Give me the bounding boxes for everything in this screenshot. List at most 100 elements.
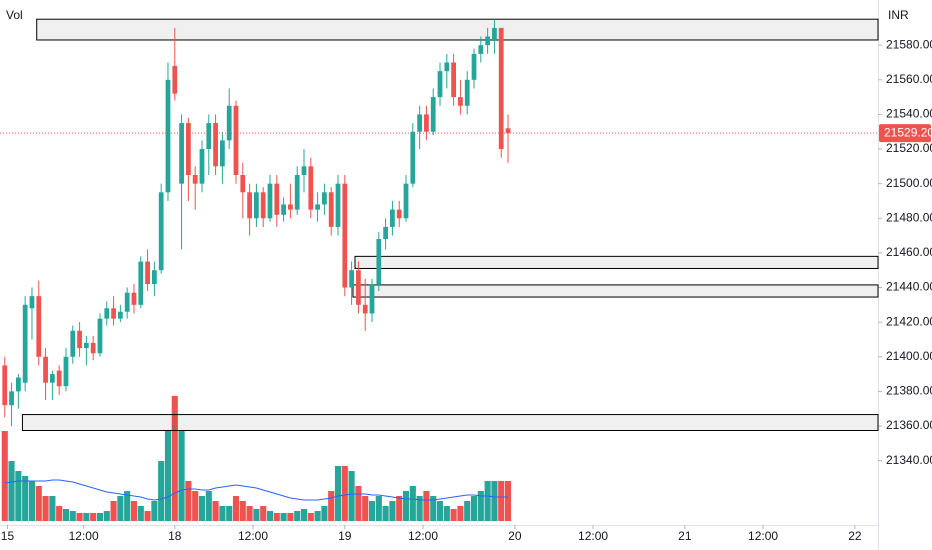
x-tick-label: 18 bbox=[168, 529, 182, 543]
x-tick-label: 12:00 bbox=[408, 529, 438, 543]
volume-bar bbox=[158, 461, 165, 521]
candle-body bbox=[158, 192, 164, 271]
volume-bar bbox=[294, 511, 301, 521]
volume-bar bbox=[341, 466, 348, 521]
candle-body bbox=[315, 204, 320, 210]
volume-bar bbox=[368, 501, 376, 521]
volume-bar bbox=[232, 496, 240, 521]
volume-bar bbox=[205, 491, 212, 521]
volume-bar bbox=[151, 501, 158, 521]
candle-body bbox=[451, 62, 457, 98]
zone bbox=[354, 255, 879, 269]
volume-bar bbox=[443, 506, 450, 521]
candle-body bbox=[247, 192, 252, 219]
candle-body bbox=[301, 166, 307, 175]
candle-body bbox=[165, 79, 171, 193]
y-tick-label: 21480.00 bbox=[886, 210, 932, 224]
volume-bar bbox=[76, 513, 83, 521]
volume-bar bbox=[260, 506, 267, 521]
volume-bar bbox=[90, 513, 97, 521]
candle-body bbox=[369, 284, 375, 314]
candle-body bbox=[294, 175, 300, 210]
candle-body bbox=[444, 62, 450, 72]
volume-bar bbox=[198, 496, 206, 521]
volume-bar bbox=[382, 506, 389, 521]
candle-body bbox=[36, 296, 42, 357]
volume-bar bbox=[484, 481, 491, 521]
y-tick-label: 21500.00 bbox=[886, 176, 932, 190]
candle-body bbox=[138, 261, 144, 305]
candle-body bbox=[505, 128, 511, 134]
volume-bar bbox=[164, 431, 172, 521]
y-tick-label: 21560.00 bbox=[886, 72, 932, 86]
x-tick-label: 12:00 bbox=[238, 529, 268, 543]
candle-body bbox=[145, 261, 150, 285]
x-tick-label: 22 bbox=[848, 529, 862, 543]
last-price-label: 21529.20 bbox=[884, 125, 932, 139]
candle-body bbox=[97, 318, 103, 354]
candle-body bbox=[186, 123, 191, 175]
candle-body bbox=[308, 166, 314, 210]
volume-bar bbox=[130, 501, 138, 521]
candle-body bbox=[226, 105, 232, 141]
volume-bar bbox=[96, 513, 104, 521]
volume-bar bbox=[103, 511, 110, 521]
volume-bar bbox=[8, 461, 15, 521]
zone bbox=[352, 284, 879, 298]
volume-bar bbox=[178, 431, 185, 521]
candle-body bbox=[233, 105, 239, 175]
candle-body bbox=[356, 270, 361, 305]
volume-bar bbox=[362, 496, 369, 521]
candle-body bbox=[206, 123, 212, 150]
candle-body bbox=[471, 53, 477, 80]
volume-bar bbox=[62, 509, 70, 521]
x-tick-label: 12:00 bbox=[69, 529, 99, 543]
candle-body bbox=[199, 149, 205, 184]
volume-bar bbox=[498, 481, 505, 521]
candle-body bbox=[498, 27, 504, 150]
last-price-tag bbox=[879, 124, 931, 143]
volume-bar bbox=[402, 491, 410, 521]
candle-body bbox=[342, 183, 348, 288]
y-tick-label: 21520.00 bbox=[886, 141, 932, 155]
candle-body bbox=[396, 209, 402, 219]
volume-bar bbox=[35, 486, 42, 521]
volume-bar bbox=[423, 491, 430, 521]
candle-body bbox=[281, 204, 286, 215]
currency-label: INR bbox=[888, 8, 909, 22]
candle-body bbox=[70, 330, 76, 357]
volume-bar bbox=[491, 481, 498, 521]
volume-bar bbox=[300, 509, 308, 521]
volume-bar bbox=[389, 501, 396, 521]
volume-ma bbox=[4, 479, 508, 501]
volume-bar bbox=[416, 496, 423, 521]
candle-body bbox=[430, 97, 436, 132]
candle-body bbox=[437, 71, 443, 98]
candle-body bbox=[267, 183, 273, 219]
volume-bar bbox=[287, 513, 294, 521]
volume-bar bbox=[22, 476, 29, 521]
volume-bar bbox=[266, 511, 274, 521]
volume-bar bbox=[185, 481, 192, 521]
candle-body bbox=[485, 36, 491, 46]
volume-bar bbox=[273, 513, 280, 521]
volume-bar bbox=[171, 396, 178, 521]
volume-bar bbox=[226, 506, 233, 521]
volume-bar bbox=[28, 481, 36, 521]
volume-bar bbox=[328, 491, 335, 521]
candle-body bbox=[104, 308, 110, 319]
volume-bar bbox=[409, 486, 416, 521]
y-tick-label: 21400.00 bbox=[886, 349, 932, 363]
candle-body bbox=[349, 270, 354, 288]
volume-bar bbox=[83, 513, 90, 521]
volume-bar bbox=[477, 491, 484, 521]
candle-body bbox=[328, 192, 334, 227]
zone bbox=[36, 18, 879, 41]
volume-bar bbox=[117, 496, 124, 521]
candle-body bbox=[179, 123, 184, 184]
y-tick-label: 21440.00 bbox=[886, 280, 932, 294]
candle-body bbox=[29, 296, 35, 309]
candle-body bbox=[390, 209, 395, 227]
zone bbox=[21, 414, 879, 431]
